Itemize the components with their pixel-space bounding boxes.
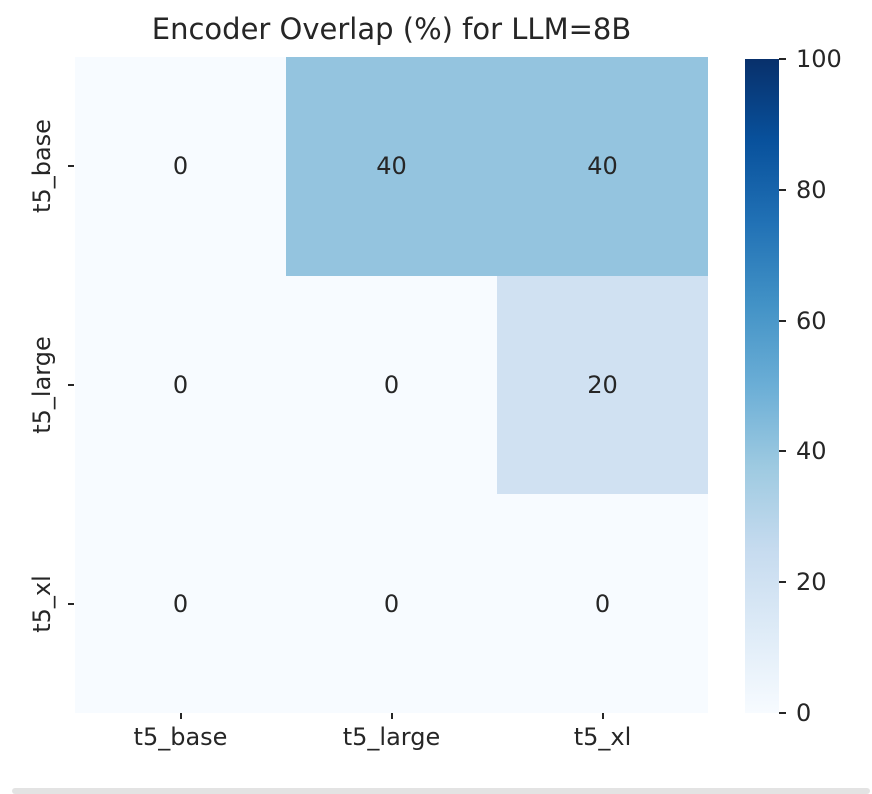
colorbar-tick-label: 20 bbox=[796, 568, 827, 597]
cell-annotation: 20 bbox=[587, 370, 618, 399]
y-tick-mark bbox=[68, 165, 74, 168]
chart-title: Encoder Overlap (%) for LLM=8B bbox=[151, 12, 632, 46]
cell-annotation: 0 bbox=[172, 370, 189, 399]
heatmap-cell: 40 bbox=[497, 57, 708, 276]
x-tick-mark bbox=[179, 713, 182, 719]
heatmap-cell: 0 bbox=[286, 275, 497, 495]
colorbar-tick-label: 0 bbox=[796, 699, 812, 727]
heatmap-cell: 20 bbox=[497, 275, 708, 495]
x-tick-label: t5_large bbox=[342, 723, 441, 751]
heatmap-cell: 0 bbox=[75, 275, 286, 495]
y-tick-label: t5_xl bbox=[28, 574, 56, 633]
heatmap-cell: 40 bbox=[286, 57, 497, 276]
cell-annotation: 0 bbox=[172, 589, 189, 618]
x-tick-label: t5_xl bbox=[573, 723, 632, 751]
cell-annotation: 40 bbox=[376, 152, 407, 181]
cell-annotation: 0 bbox=[172, 152, 189, 181]
heatmap-cell: 0 bbox=[286, 494, 497, 713]
colorbar-tick-mark bbox=[779, 58, 786, 60]
y-tick-label: t5_base bbox=[28, 119, 56, 214]
y-tick-mark bbox=[68, 384, 74, 386]
x-tick-mark bbox=[390, 713, 393, 719]
cell-annotation: 0 bbox=[594, 589, 611, 618]
cell-annotation: 40 bbox=[587, 152, 618, 181]
colorbar-tick-label: 100 bbox=[796, 45, 842, 73]
bottom-divider bbox=[12, 788, 870, 794]
colorbar-tick-label: 40 bbox=[796, 437, 827, 466]
y-tick-mark bbox=[68, 602, 74, 605]
heatmap-cell: 0 bbox=[75, 494, 286, 713]
heatmap-cell: 0 bbox=[497, 494, 708, 713]
x-tick-mark bbox=[601, 713, 604, 719]
y-tick-label: t5_large bbox=[28, 336, 56, 434]
colorbar-tick-mark bbox=[779, 581, 786, 584]
colorbar-tick-mark bbox=[779, 450, 786, 453]
heatmap-plot: 0 40 40 0 0 20 0 0 0 bbox=[75, 57, 708, 713]
cell-annotation: 0 bbox=[383, 370, 400, 399]
colorbar-tick-label: 80 bbox=[796, 175, 827, 204]
heatmap-cell: 0 bbox=[75, 57, 286, 276]
colorbar-tick-mark bbox=[779, 319, 786, 322]
colorbar-tick-mark bbox=[779, 712, 786, 714]
colorbar-tick-mark bbox=[779, 188, 786, 191]
cell-annotation: 0 bbox=[383, 589, 400, 618]
colorbar bbox=[745, 59, 779, 713]
x-tick-label: t5_base bbox=[133, 723, 228, 751]
colorbar-tick-label: 60 bbox=[796, 306, 827, 335]
